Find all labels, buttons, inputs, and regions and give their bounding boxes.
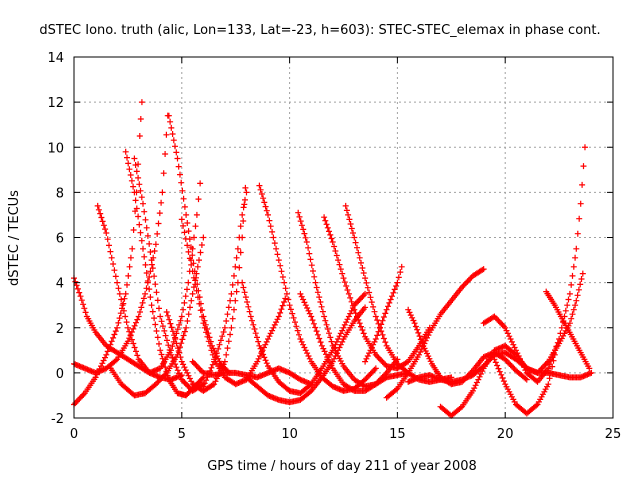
series-markers — [256, 182, 379, 394]
data-series — [131, 155, 207, 394]
series-markers — [491, 351, 558, 417]
series-markers — [178, 216, 289, 388]
data-series — [239, 279, 369, 397]
series-markers — [239, 279, 369, 397]
x-tick-label: 0 — [70, 427, 78, 442]
data-series — [71, 112, 171, 376]
x-tick-label: 10 — [281, 427, 298, 442]
series-markers — [321, 214, 433, 372]
series-markers — [297, 290, 412, 394]
data-series — [178, 216, 289, 388]
y-tick-label: 12 — [47, 96, 64, 111]
series-markers — [200, 189, 250, 390]
y-tick-label: 14 — [47, 51, 64, 66]
y-tick-label: -2 — [51, 412, 64, 427]
data-series — [321, 214, 433, 372]
series-layer — [71, 99, 595, 419]
series-markers — [71, 112, 171, 376]
x-tick-label: 15 — [389, 427, 406, 442]
data-series — [243, 304, 369, 406]
data-series — [362, 263, 405, 365]
y-tick-label: 8 — [56, 186, 64, 201]
x-tick-label: 20 — [497, 427, 514, 442]
data-series — [383, 266, 487, 401]
y-tick-label: 6 — [56, 232, 64, 247]
series-markers — [163, 184, 249, 394]
data-series — [256, 182, 379, 394]
data-series — [200, 189, 250, 390]
series-markers — [383, 266, 487, 401]
data-series — [342, 202, 455, 385]
series-markers — [131, 155, 207, 394]
x-tick-label: 5 — [178, 427, 186, 442]
series-markers — [362, 263, 405, 365]
x-axis-label: GPS time / hours of day 211 of year 2008 — [207, 459, 477, 474]
data-series — [163, 184, 249, 394]
data-series — [543, 288, 593, 372]
data-series — [297, 290, 412, 394]
series-markers — [543, 288, 593, 372]
y-tick-label: 4 — [56, 277, 64, 292]
y-tick-label: 10 — [47, 141, 64, 156]
chart-title: dSTEC Iono. truth (alic, Lon=133, Lat=-2… — [39, 23, 600, 38]
y-tick-label: 2 — [56, 322, 64, 337]
data-series — [491, 351, 558, 417]
series-markers — [243, 304, 369, 406]
series-markers — [107, 234, 207, 399]
data-series — [107, 234, 207, 399]
series-markers — [342, 202, 455, 385]
y-tick-label: 0 — [56, 367, 64, 382]
ticks: 0 5 10 15 20 25 -2 0 2 4 6 8 10 12 14 — [47, 51, 621, 442]
x-tick-label: 25 — [605, 427, 622, 442]
y-axis-label: dSTEC / TECUs — [7, 190, 22, 286]
